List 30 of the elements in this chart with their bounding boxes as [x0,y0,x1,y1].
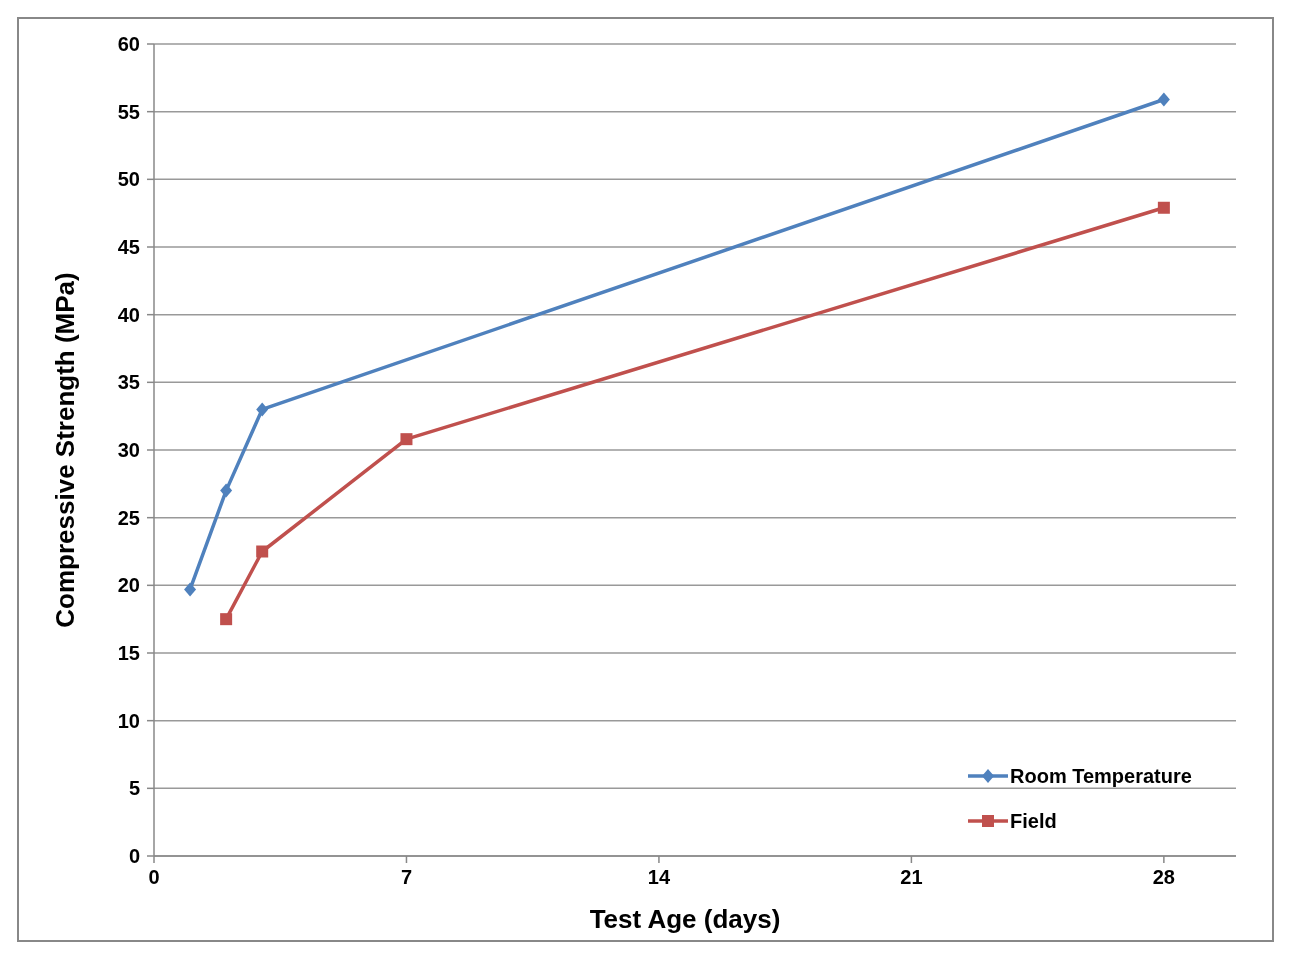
y-tick-label: 5 [128,777,140,800]
y-tick-label: 15 [117,642,140,664]
x-tick-label: 14 [647,866,671,888]
x-tick-label: 28 [1152,866,1175,888]
y-tick-label: 55 [117,100,140,123]
point [220,613,233,626]
legend-label: Field [1010,810,1057,832]
x-tick-label: 21 [900,866,923,888]
y-tick-label: 40 [117,303,140,326]
y-tick-label: 10 [117,709,140,732]
point [256,545,269,558]
point [400,433,413,446]
x-tick-label: 0 [148,866,160,888]
point [1157,92,1170,107]
legend-label: Room Temperature [1010,765,1192,787]
y-tick-label: 35 [117,371,140,394]
y-tick-label: 30 [117,439,140,461]
point [1157,201,1170,214]
point [184,582,197,597]
y-axis-title: Compressive Strength (MPa) [50,272,80,628]
y-tick-label: 60 [117,33,140,55]
y-tick-label: 50 [117,168,140,191]
y-tick-label: 25 [117,506,140,529]
y-tick-label: 0 [128,845,140,867]
point [220,483,233,498]
x-tick-label: 7 [400,866,413,888]
y-tick-label: 20 [117,574,140,597]
x-axis-title: Test Age (days) [589,904,781,934]
point [256,402,269,417]
y-tick-label: 45 [117,236,140,258]
